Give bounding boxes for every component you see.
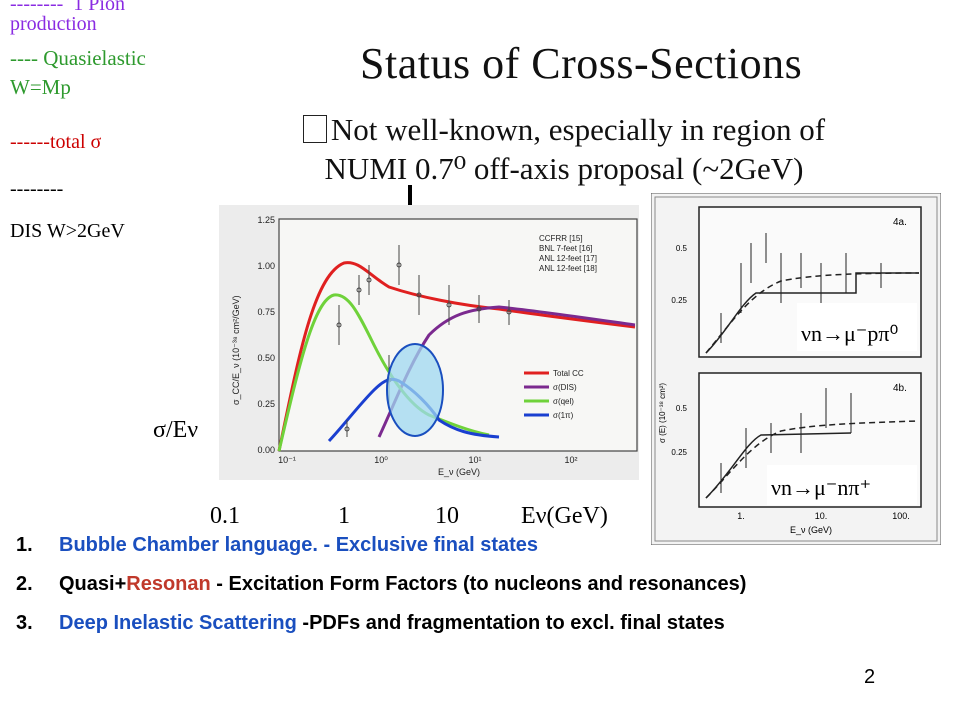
side-x-tick: 1. [737, 511, 745, 521]
energy-tick: 1 [338, 503, 350, 529]
curve-legend-entry: σ(1π) [553, 411, 574, 420]
panel-a-y-tick: 0.25 [671, 296, 687, 305]
reaction-b: νn→μ⁻nπ⁺ [771, 475, 871, 500]
legend-dis: DIS W>2GeV [10, 220, 125, 242]
y-tick-label: 1.00 [257, 261, 275, 271]
panel-b-y-tick: 0.5 [676, 404, 688, 413]
panel-b-solid-curve [705, 432, 852, 499]
panel-a-label: 4a. [893, 217, 907, 228]
highlight-ellipse [386, 343, 444, 437]
curve-legend-entry: σ(DIS) [553, 383, 577, 392]
y-tick-label: 0.25 [257, 399, 275, 409]
legend-dis-dash: -------- [10, 178, 64, 200]
data-legend-entry: CCFRR [15] [539, 234, 583, 243]
y-tick-label: 0.75 [257, 307, 275, 317]
legend-pion-production: -------- 1 Pion production [10, 0, 125, 35]
single-pion-plot: 4a. 0.5 0.25 νn→μ⁻pπ⁰ 4b. 0.5 0.25 νn→μ⁻… [651, 193, 941, 545]
slide-title: Status of Cross-Sections [360, 39, 803, 88]
point-item: 2. Quasi+Resonan - Excitation Form Factor… [16, 572, 916, 597]
energy-axis-title: Eν(GeV) [521, 503, 608, 529]
cross-section-plot: 1.25 1.00 0.75 0.50 0.25 0.00 10⁻¹ 10⁰ 1… [219, 205, 639, 480]
curve-legend-entry: σ(qel) [553, 397, 574, 406]
curve-legend-entry: Total CC [553, 369, 584, 378]
data-legend-entry: ANL 12-feet [18] [539, 264, 597, 273]
x-axis-label: E_ν (GeV) [438, 467, 480, 477]
point-item: 1. Bubble Chamber language. - Exclusive f… [16, 533, 916, 558]
point-text: -PDFs and fragmentation to excl. final s… [296, 612, 725, 634]
panel-a-y-tick: 0.5 [676, 244, 688, 253]
legend-total-sigma: ------total σ [10, 131, 102, 153]
point-number: 1. [16, 534, 33, 556]
x-tick-label: 10⁰ [374, 455, 388, 465]
subtitle-text: Not well-known, especially in region of … [324, 112, 826, 186]
curve-total [277, 261, 636, 452]
side-x-label: E_ν (GeV) [790, 525, 832, 535]
data-legend-entry: BNL 7-feet [16] [539, 244, 593, 253]
sigma-over-e-label: σ/Eν [153, 417, 199, 443]
x-tick-label: 10⁻¹ [278, 455, 296, 465]
panel-b-label: 4b. [893, 383, 907, 394]
side-x-tick: 100. [892, 511, 910, 521]
y-axis-label: σ_CC/E_ν (10⁻³⁸ cm²/GeV) [231, 295, 241, 405]
reaction-a: νn→μ⁻pπ⁰ [801, 321, 898, 346]
data-legend-entry: ANL 12-feet [17] [539, 254, 597, 263]
subtitle-bullet-icon [302, 115, 327, 143]
page-number: 2 [864, 666, 876, 688]
energy-tick: 10 [435, 503, 459, 529]
y-tick-label: 1.25 [257, 215, 275, 225]
side-y-axis-label: σ (E) (10⁻³⁸ cm²) [658, 383, 667, 443]
point-text: Quasi+ [59, 573, 127, 595]
y-tick-label: 0.50 [257, 353, 275, 363]
point-item: 3. Deep Inelastic Scattering -PDFs and fr… [16, 611, 916, 636]
x-tick-label: 10² [564, 455, 577, 465]
point-text: Resonan [126, 573, 211, 595]
side-x-tick: 10. [815, 511, 828, 521]
numbered-points: 1. Bubble Chamber language. - Exclusive f… [16, 533, 916, 650]
point-text: - Excitation Form Factors (to nucleons a… [210, 573, 747, 595]
point-number: 2. [16, 573, 33, 595]
point-number: 3. [16, 612, 33, 634]
point-text: Bubble Chamber language. - Exclusive fin… [59, 534, 539, 556]
point-text: Deep Inelastic Scattering [59, 612, 297, 634]
x-tick-label: 10¹ [468, 455, 481, 465]
legend-quasielastic: ---- Quasielastic W=Mp [10, 46, 146, 99]
energy-tick: 0.1 [210, 503, 240, 529]
panel-b-dashed-curve [705, 420, 920, 499]
slide-subtitle: Not well-known, especially in region of … [264, 110, 864, 188]
y-tick-label: 0.00 [257, 445, 275, 455]
panel-b-y-tick: 0.25 [671, 448, 687, 457]
